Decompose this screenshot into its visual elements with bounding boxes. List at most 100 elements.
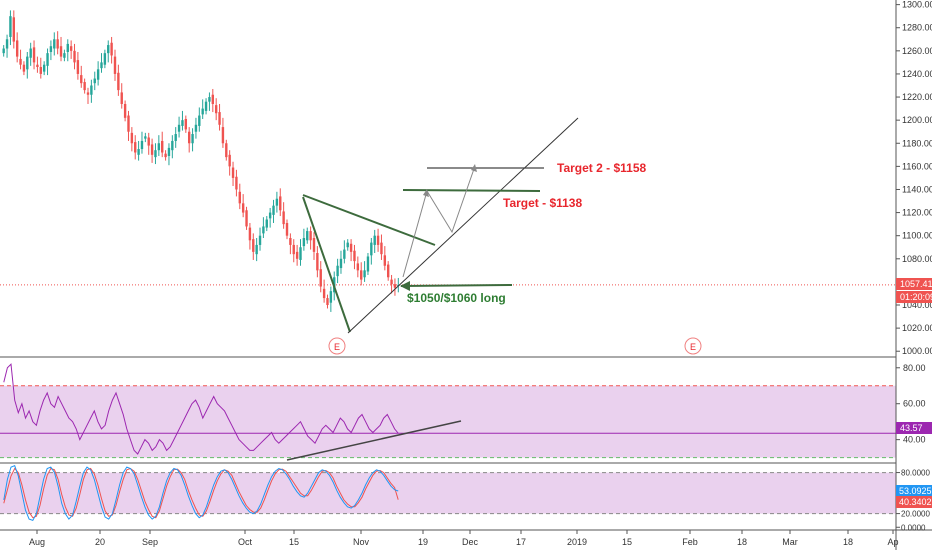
candle-body <box>113 56 117 74</box>
candle-body <box>248 227 252 241</box>
candle-body <box>36 64 39 68</box>
entry-line[interactable] <box>400 284 513 287</box>
projection-path[interactable] <box>402 165 476 278</box>
candle-body <box>366 256 370 272</box>
rsi-value-tag <box>896 422 932 434</box>
candle-body <box>326 298 329 306</box>
candle-body <box>73 50 76 63</box>
candle-body <box>393 284 397 288</box>
candle-body <box>312 238 316 252</box>
rising-support-line[interactable] <box>347 117 579 334</box>
candle-body <box>299 247 302 260</box>
stoch-axis-label: 20.0000 <box>901 510 930 519</box>
candle-body <box>167 147 171 156</box>
time-axis-label: 19 <box>418 537 428 547</box>
price-axis-label: 1100.00 <box>902 231 932 241</box>
time-axis[interactable]: Aug 20 Sep Oct 15 Nov 19 Dec 17 2019 15 Feb 18 Mar 18 A… <box>29 530 899 547</box>
triangle-upper-trendline[interactable] <box>302 194 436 246</box>
candle-body <box>80 75 83 84</box>
candle-body <box>349 243 353 252</box>
price-axis-label: 1160.00 <box>902 161 932 171</box>
candle-body <box>245 210 248 227</box>
candle-body <box>265 219 268 228</box>
price-axis-label: 1200.00 <box>902 115 932 125</box>
drawings[interactable] <box>286 117 579 461</box>
candle-body <box>201 108 204 115</box>
stoch-axis[interactable]: 80.0000 20.0000 0.0000 <box>896 469 930 533</box>
candle-body <box>275 198 279 206</box>
candle-body <box>194 124 198 132</box>
candle-body <box>144 136 147 139</box>
candle-body <box>184 119 188 130</box>
candle-body <box>228 154 231 167</box>
rsi-axis-label: 80.00 <box>903 363 926 373</box>
price-axis-label: 1260.00 <box>902 46 932 56</box>
candle-body <box>258 235 262 245</box>
earnings-marker-icon[interactable] <box>684 337 702 355</box>
candle-body <box>123 103 127 118</box>
last-price-tag <box>896 278 932 290</box>
earnings-marker-icon[interactable] <box>328 337 346 355</box>
stochastic-panel[interactable] <box>0 465 896 522</box>
candle-body <box>29 48 32 58</box>
price-axis-label: 1000.00 <box>902 346 932 356</box>
candle-body <box>66 43 69 52</box>
candle-body <box>235 176 238 190</box>
candle-body <box>282 211 285 225</box>
price-axis-label: 1040.00 <box>902 300 932 310</box>
time-axis-label: 18 <box>843 537 853 547</box>
rsi-trendline[interactable] <box>286 420 462 461</box>
candle-body <box>39 67 42 74</box>
candle-body <box>164 153 167 158</box>
candle-body <box>279 196 282 211</box>
rsi-axis[interactable]: 80.00 60.00 40.00 <box>896 363 926 445</box>
candle-body <box>339 258 343 269</box>
candle-body <box>329 291 333 303</box>
candle-body <box>140 140 144 150</box>
price-panel[interactable] <box>0 10 896 312</box>
candle-body <box>252 239 255 252</box>
candle-body <box>137 149 140 155</box>
candle-body <box>49 46 53 52</box>
candle-body <box>386 264 390 278</box>
time-axis-label: 15 <box>289 537 299 547</box>
time-axis-label: Dec <box>462 537 479 547</box>
candle-body <box>100 62 103 69</box>
candle-body <box>306 231 309 241</box>
rsi-axis-label: 40.00 <box>903 435 926 445</box>
entry-label: $1050/$1060 long <box>407 291 506 305</box>
target1-label: Target - $1138 <box>503 196 582 210</box>
rsi-panel[interactable] <box>0 363 896 459</box>
time-axis-label: 18 <box>737 537 747 547</box>
time-axis-label: 2019 <box>567 537 587 547</box>
candle-body <box>225 143 228 158</box>
candle-body <box>157 143 161 151</box>
candle-body <box>110 42 113 56</box>
triangle-lower-trendline[interactable] <box>302 196 351 333</box>
candle-body <box>356 263 360 271</box>
candle-body <box>103 53 107 65</box>
candle-body <box>302 238 306 247</box>
rsi-band-fill <box>0 385 896 458</box>
candle-body <box>285 222 289 236</box>
time-axis-label: 15 <box>622 537 632 547</box>
candle-body <box>241 203 245 213</box>
stoch-band-fill <box>0 472 896 514</box>
stoch-d-tag <box>896 496 932 508</box>
rsi-axis-label: 60.00 <box>903 399 926 409</box>
candle-body <box>181 120 184 126</box>
candle-body <box>19 58 22 65</box>
candle-body <box>289 238 292 245</box>
candle-body <box>268 212 272 219</box>
candle-body <box>316 253 319 271</box>
countdown-value: 01:20:09 <box>900 292 932 302</box>
candle-body <box>295 251 299 259</box>
candle-body <box>46 53 49 66</box>
target1-line[interactable] <box>402 189 541 192</box>
earnings-marker-label: E <box>334 342 340 352</box>
time-axis-label: 17 <box>516 537 526 547</box>
candle-body <box>96 69 100 80</box>
last-price-value: 1057.41 <box>900 279 932 289</box>
price-axis-label: 1020.00 <box>902 323 932 333</box>
